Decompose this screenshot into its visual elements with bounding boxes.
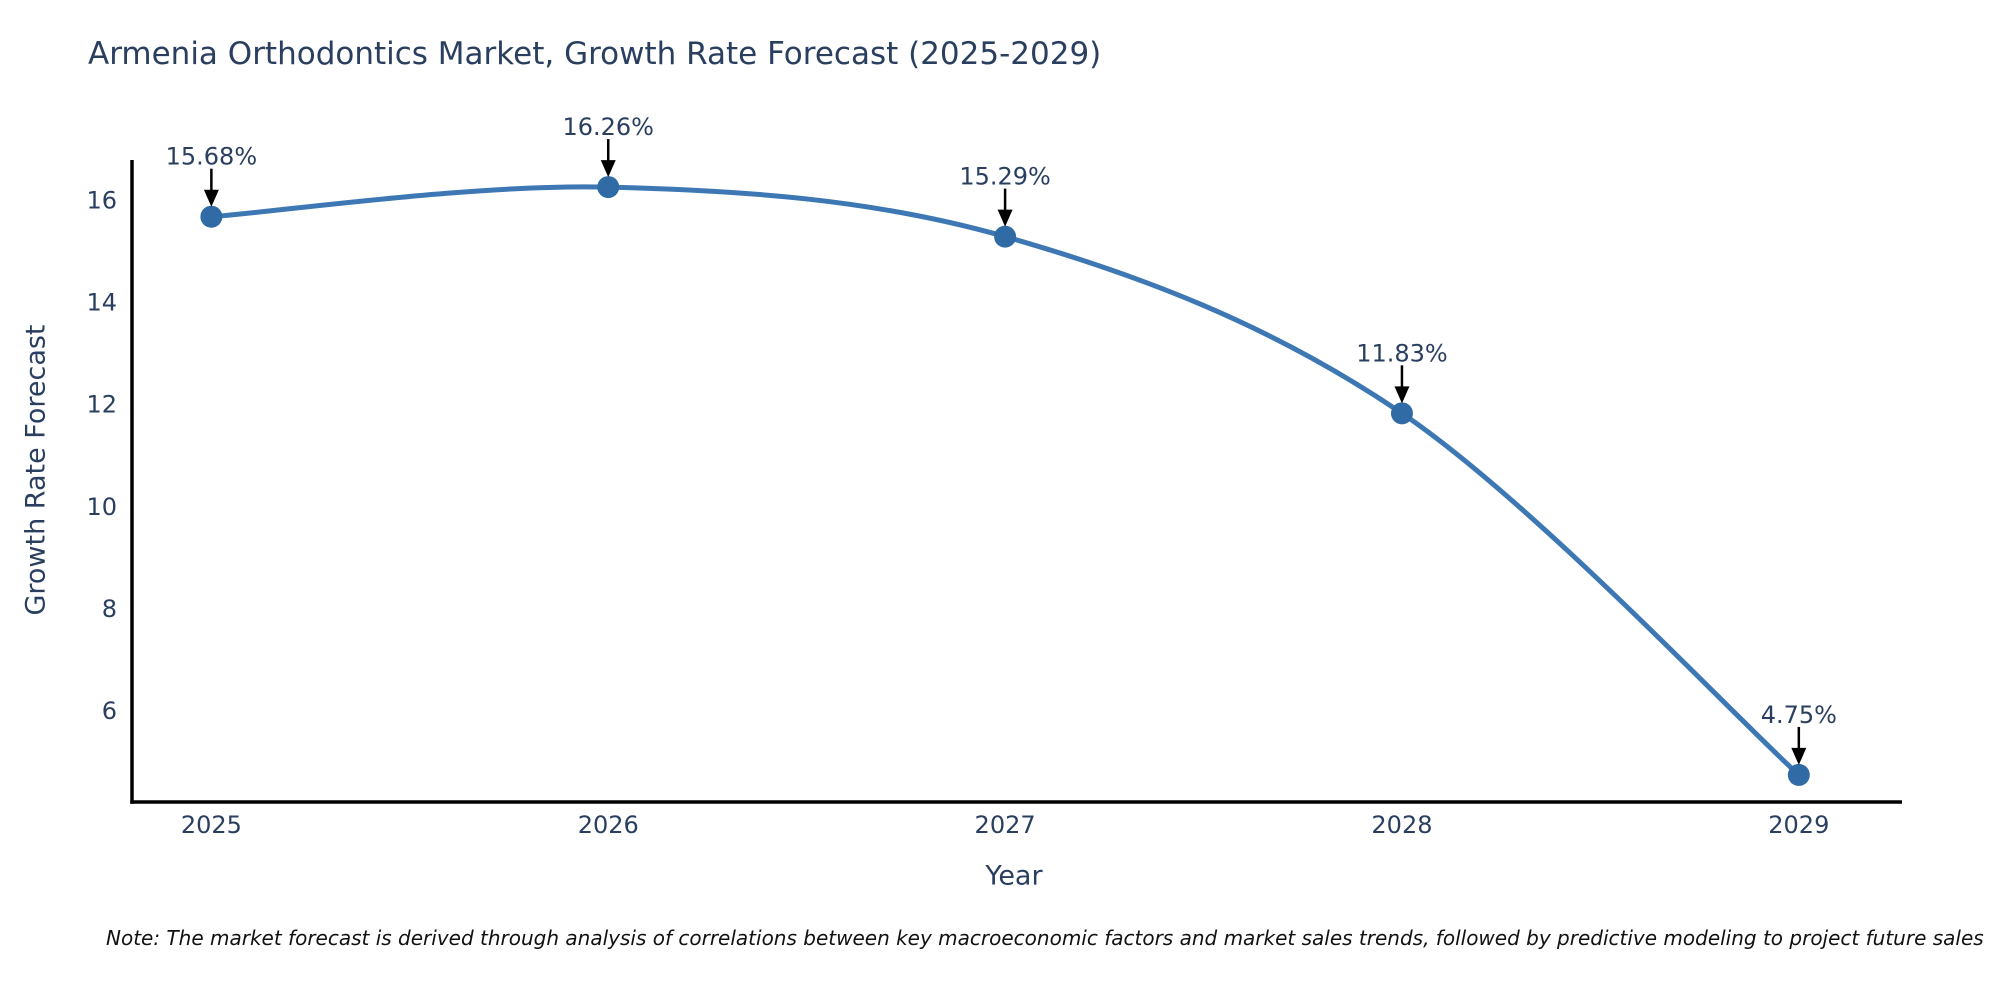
x-tick-label-2027: 2027 (975, 811, 1036, 839)
point-annotation-2029: 4.75% (1761, 701, 1837, 729)
point-annotation-2028: 11.83% (1356, 339, 1448, 367)
point-annotation-2027: 15.29% (959, 163, 1051, 191)
data-point-marker-2025 (200, 205, 223, 228)
annotation-arrowhead-2028 (1394, 386, 1410, 404)
annotation-arrowhead-2029 (1791, 747, 1807, 765)
data-point-marker-2029 (1787, 763, 1810, 786)
data-point-marker-2028 (1390, 402, 1413, 425)
y-tick-label-14: 14 (86, 288, 117, 316)
chart-title: Armenia Orthodontics Market, Growth Rate… (88, 36, 1102, 72)
y-tick-label-12: 12 (86, 391, 117, 419)
x-axis-title: Year (985, 860, 1043, 892)
x-tick-label-2029: 2029 (1768, 811, 1829, 839)
y-tick-label-6: 6 (102, 697, 117, 725)
x-tick-label-2025: 2025 (181, 811, 242, 839)
y-tick-label-8: 8 (102, 595, 117, 623)
x-tick-label-2028: 2028 (1371, 811, 1432, 839)
forecast-line (208, 184, 1802, 778)
y-tick-label-10: 10 (86, 493, 117, 521)
point-annotation-2025: 15.68% (166, 143, 258, 171)
annotation-arrowhead-2027 (997, 209, 1013, 227)
y-axis-title: Growth Rate Forecast (20, 324, 52, 616)
data-point-marker-2027 (994, 225, 1017, 248)
x-tick-label-2026: 2026 (578, 811, 639, 839)
point-annotation-2026: 16.26% (562, 113, 654, 141)
y-tick-label-16: 16 (86, 186, 117, 214)
data-point-marker-2026 (597, 176, 620, 199)
annotation-arrowhead-2025 (203, 189, 219, 207)
annotation-arrowhead-2026 (600, 160, 616, 178)
footnote: Note: The market forecast is derived thr… (106, 926, 1984, 950)
